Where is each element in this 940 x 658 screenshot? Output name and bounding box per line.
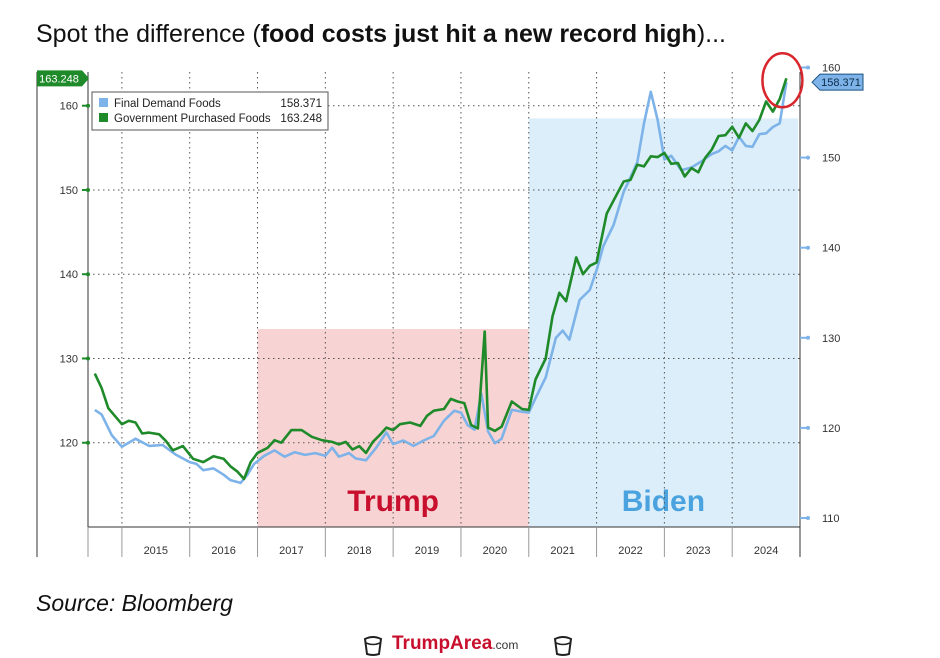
x-tick-label: 2022 — [618, 545, 642, 557]
right-tick-label: 120 — [822, 423, 840, 435]
left-tick-label: 130 — [60, 353, 78, 365]
legend-swatch — [99, 98, 108, 107]
watermark-tld: .com — [492, 638, 519, 652]
right-tick-label: 160 — [822, 62, 840, 74]
right-tick-dot — [806, 335, 810, 340]
left-tick-dot — [86, 103, 90, 108]
left-tick-label: 160 — [60, 101, 78, 113]
right-tick-dot — [806, 425, 810, 430]
series-line-final-demand-foods — [94, 81, 788, 485]
x-tick-label: 2015 — [144, 545, 168, 557]
regions-layer: Trump Biden — [257, 118, 798, 527]
x-tick-label: 2023 — [686, 545, 710, 557]
left-tick-label: 150 — [60, 185, 78, 197]
annotation-layer — [761, 52, 804, 109]
series-layer — [93, 77, 788, 485]
headline: Spot the difference (food costs just hit… — [36, 20, 726, 49]
right-tick-label: 140 — [822, 243, 840, 255]
right-tick-dot — [806, 155, 810, 160]
legend-entry-name: Government Purchased Foods — [114, 113, 271, 125]
headline-prefix: Spot the difference ( — [36, 20, 261, 48]
x-tick-label: 2020 — [483, 545, 507, 557]
x-tick-label: 2018 — [347, 545, 371, 557]
axes-layer: 120 130 140 150 160 110 120 130 140 150 160 2015 201… — [36, 62, 864, 557]
left-tick-dot — [86, 187, 90, 192]
headline-bold: food costs just hit a new record high — [260, 20, 697, 48]
legend-box — [91, 91, 329, 131]
right-tick-dot — [806, 515, 810, 520]
grid-layer — [88, 72, 800, 527]
region-biden — [528, 118, 798, 527]
cup-icon — [363, 636, 383, 656]
legend-entry-value: 163.248 — [280, 113, 322, 125]
legend-entry-name: Final Demand Foods — [114, 98, 221, 110]
badge-label-final-demand: 158.371 — [821, 77, 861, 89]
record-high-circle — [761, 52, 804, 109]
headline-suffix: )... — [696, 20, 727, 48]
right-tick-label: 110 — [822, 513, 840, 525]
badge-label-government: 163.248 — [39, 73, 79, 85]
legend-layer: Final Demand Foods 158.371 Government Purc… — [91, 91, 329, 131]
left-tick-label: 140 — [60, 269, 78, 281]
watermark-brand-name: TrumpArea — [392, 633, 493, 654]
region-label-biden: Biden — [622, 485, 705, 518]
left-tick-dot — [86, 272, 90, 277]
badge-government-purchased-foods — [37, 70, 89, 87]
legend-swatch — [99, 113, 108, 122]
right-tick-label: 150 — [822, 153, 840, 165]
x-tick-label: 2021 — [550, 545, 574, 557]
x-tick-label: 2024 — [754, 545, 778, 557]
x-tick-label: 2017 — [279, 545, 303, 557]
left-tick-label: 120 — [60, 438, 78, 450]
right-tick-dot — [806, 65, 810, 70]
legend-entry-value: 158.371 — [280, 98, 322, 110]
food-prices-chart: Trump Biden 120 130 140 150 160 110 120 130 140 15… — [36, 52, 864, 557]
left-tick-dot — [86, 440, 90, 445]
right-tick-dot — [806, 245, 810, 250]
badge-final-demand-foods — [811, 73, 864, 91]
series-line-government-purchased-foods — [93, 77, 788, 481]
right-tick-label: 130 — [822, 333, 840, 345]
left-tick-dot — [86, 356, 90, 361]
cup-icon — [553, 636, 573, 656]
x-tick-label: 2016 — [211, 545, 235, 557]
x-tick-label: 2019 — [415, 545, 439, 557]
watermark: TrumpArea.com — [360, 632, 580, 658]
watermark-brand: TrumpArea.com — [392, 633, 518, 655]
source-caption: Source: Bloomberg — [36, 590, 233, 616]
